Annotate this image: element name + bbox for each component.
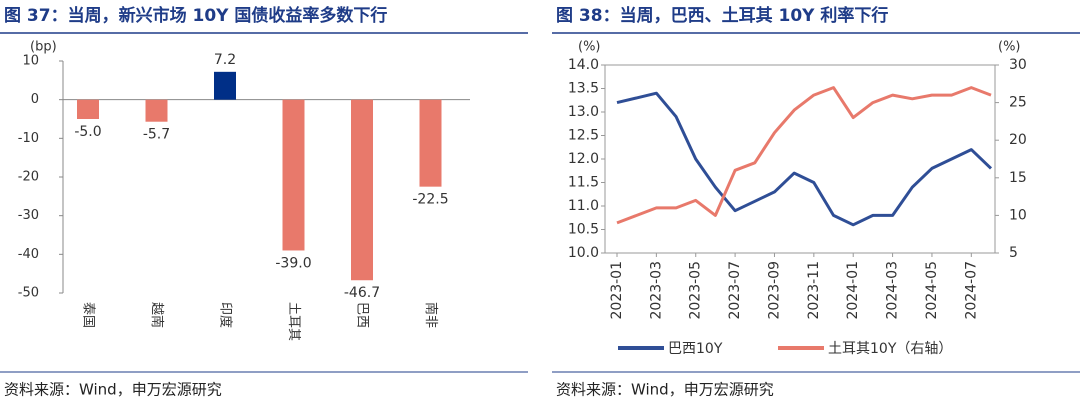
x-tick-label: 土耳其 — [286, 302, 301, 341]
bar — [77, 99, 99, 119]
bar — [145, 99, 168, 122]
bar — [351, 99, 373, 281]
y-tick-label: 10.5 — [568, 222, 599, 238]
y-tick-label: 13.5 — [568, 81, 599, 97]
y-tick-label: 13.0 — [568, 104, 599, 120]
x-tick-label: 泰国 — [81, 302, 96, 328]
bar — [214, 71, 236, 100]
chart-title: 图 37：当周，新兴市场 10Y 国债收益率多数下行 — [4, 5, 387, 26]
plot-frame — [604, 64, 996, 254]
value-label: -5.0 — [74, 124, 101, 140]
y-tick-label: 10 — [22, 54, 39, 69]
value-label: -22.5 — [412, 192, 448, 208]
y-tick-label: 10.0 — [568, 245, 599, 261]
x-tick-label: 2023-09 — [766, 261, 782, 320]
y-tick-label: -50 — [18, 286, 39, 301]
chart-title: 图 38：当周，巴西、土耳其 10Y 利率下行 — [556, 5, 888, 26]
value-label: -39.0 — [275, 255, 311, 271]
x-tick-label: 印度 — [218, 302, 234, 328]
x-tick-label: 2024-01 — [845, 261, 861, 320]
bar — [282, 99, 305, 251]
y2-tick-label: 5 — [1009, 245, 1018, 261]
series-line — [616, 86, 992, 225]
legend-label: 巴西10Y — [668, 341, 723, 357]
y-tick-label: 12.5 — [568, 128, 599, 144]
y-unit: (bp) — [30, 40, 57, 55]
y-tick-label: -30 — [18, 208, 39, 223]
y-unit: (%) — [578, 40, 601, 55]
x-tick-label: 巴西 — [355, 302, 370, 328]
x-tick-label: 2023-01 — [609, 261, 625, 320]
x-tick-label: 2023-11 — [806, 261, 822, 320]
x-tick-label: 越南 — [149, 302, 165, 328]
y-tick-label: 11.5 — [568, 175, 599, 191]
x-tick-label: 2024-05 — [924, 261, 940, 320]
y2-unit: (%) — [998, 40, 1021, 55]
y2-tick-label: 30 — [1009, 57, 1027, 73]
source: 资料来源：Wind，申万宏源研究 — [4, 381, 222, 399]
x-tick-label: 2023-03 — [648, 261, 664, 320]
value-label: -5.7 — [143, 127, 170, 143]
y-tick-label: 11.0 — [568, 198, 599, 214]
y2-tick-label: 10 — [1009, 207, 1027, 223]
series-line — [616, 91, 993, 227]
value-label: -46.7 — [344, 285, 380, 301]
x-tick-label: 2024-07 — [963, 261, 979, 320]
y-tick-label: -20 — [18, 170, 39, 185]
x-tick-label: 2024-03 — [885, 261, 901, 320]
y-tick-label: -10 — [18, 131, 39, 146]
y2-tick-label: 15 — [1009, 170, 1027, 186]
x-tick-label: 2023-07 — [727, 261, 743, 320]
x-tick-label: 2023-05 — [688, 261, 704, 320]
y-tick-label: 12.0 — [568, 151, 599, 167]
bar — [419, 99, 442, 187]
y2-tick-label: 20 — [1009, 132, 1027, 148]
x-tick-label: 南非 — [423, 302, 439, 328]
y-tick-label: 0 — [31, 92, 39, 107]
y-tick-label: 14.0 — [568, 57, 599, 73]
y-tick-label: -40 — [18, 247, 39, 262]
source: 资料来源：Wind，申万宏源研究 — [556, 381, 774, 399]
y2-tick-label: 25 — [1009, 95, 1027, 111]
value-label: 7.2 — [214, 52, 236, 68]
legend-label: 土耳其10Y（右轴） — [828, 341, 952, 357]
